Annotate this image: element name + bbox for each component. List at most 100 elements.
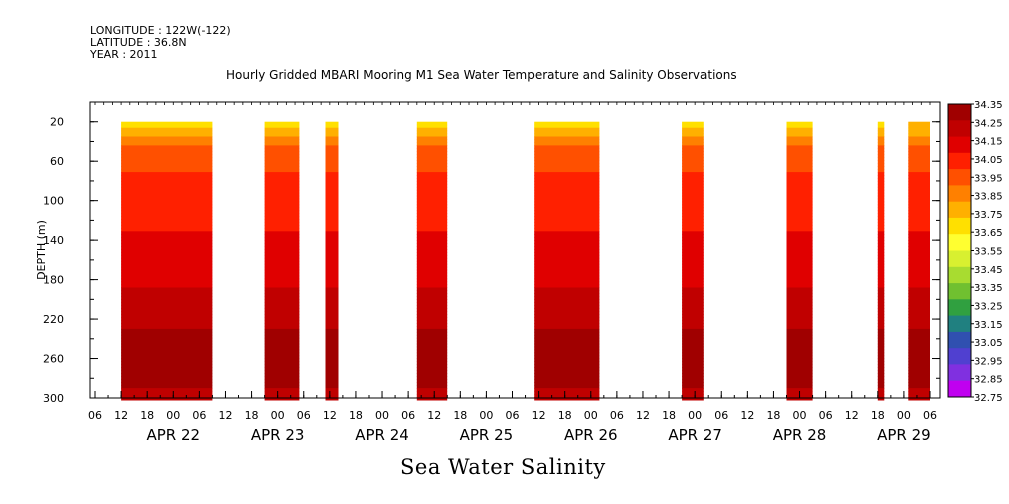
salinity-band <box>264 249 300 253</box>
salinity-band <box>325 269 339 274</box>
salinity-band <box>264 284 300 288</box>
salinity-band <box>325 148 339 152</box>
salinity-band <box>908 216 930 220</box>
salinity-band <box>682 210 704 214</box>
salinity-band <box>877 284 885 288</box>
salinity-band <box>121 263 213 268</box>
salinity-band <box>877 219 885 223</box>
salinity-band <box>786 195 813 200</box>
salinity-band <box>877 349 885 354</box>
salinity-band <box>121 201 213 206</box>
salinity-band <box>264 183 300 188</box>
salinity-band <box>264 314 300 318</box>
salinity-band <box>534 237 600 241</box>
salinity-band <box>534 290 600 294</box>
salinity-band <box>908 334 930 339</box>
salinity-band <box>682 243 704 247</box>
salinity-band <box>786 257 813 262</box>
salinity-band <box>682 231 704 235</box>
x-date-label: APR 23 <box>251 426 305 444</box>
salinity-band <box>264 379 300 383</box>
salinity-band <box>877 323 885 327</box>
salinity-band <box>786 361 813 365</box>
x-tick-label: 06 <box>714 409 728 422</box>
salinity-band <box>264 139 300 143</box>
salinity-band <box>534 136 600 140</box>
salinity-band <box>416 219 448 223</box>
salinity-band <box>786 331 813 336</box>
salinity-band <box>325 160 339 164</box>
salinity-band <box>264 169 300 173</box>
salinity-band <box>682 246 704 250</box>
salinity-band <box>682 397 704 401</box>
salinity-band <box>534 186 600 191</box>
salinity-band <box>786 151 813 155</box>
salinity-band <box>682 349 704 354</box>
salinity-band <box>416 257 448 262</box>
salinity-band <box>416 358 448 362</box>
salinity-band <box>682 334 704 339</box>
x-tick-label: 06 <box>923 409 937 422</box>
salinity-band <box>121 364 213 368</box>
salinity-band <box>682 252 704 256</box>
salinity-band <box>786 340 813 345</box>
salinity-band <box>786 337 813 342</box>
salinity-band <box>416 204 448 209</box>
salinity-band <box>534 252 600 256</box>
salinity-band <box>682 364 704 368</box>
salinity-band <box>682 249 704 253</box>
salinity-band <box>416 317 448 321</box>
salinity-band <box>908 136 930 140</box>
salinity-band <box>682 370 704 374</box>
salinity-band <box>877 157 885 161</box>
salinity-band <box>121 266 213 271</box>
x-tick-label: 18 <box>245 409 259 422</box>
x-tick-label: 12 <box>218 409 232 422</box>
salinity-band <box>121 249 213 253</box>
salinity-band <box>534 382 600 386</box>
salinity-band <box>325 163 339 167</box>
salinity-band <box>325 340 339 345</box>
salinity-band <box>121 234 213 238</box>
salinity-band <box>325 254 339 259</box>
salinity-band <box>534 364 600 368</box>
salinity-band <box>416 133 448 138</box>
x-date-label: APR 25 <box>460 426 514 444</box>
salinity-band <box>682 163 704 167</box>
salinity-band <box>325 127 339 132</box>
salinity-band <box>121 139 213 143</box>
salinity-band <box>682 175 704 179</box>
salinity-band <box>877 169 885 173</box>
salinity-band <box>877 364 885 368</box>
salinity-band <box>416 237 448 241</box>
salinity-band <box>682 379 704 383</box>
salinity-band <box>325 178 339 182</box>
salinity-band <box>264 231 300 235</box>
salinity-band <box>786 246 813 250</box>
salinity-band <box>416 148 448 152</box>
salinity-band <box>264 355 300 360</box>
salinity-band <box>682 166 704 170</box>
salinity-band <box>908 252 930 256</box>
salinity-band <box>264 388 300 392</box>
salinity-band <box>682 183 704 188</box>
salinity-band <box>121 166 213 170</box>
salinity-band <box>325 337 339 342</box>
salinity-band <box>682 388 704 392</box>
salinity-band <box>534 311 600 315</box>
salinity-band <box>416 352 448 357</box>
salinity-band <box>877 337 885 342</box>
salinity-band <box>908 302 930 306</box>
salinity-band <box>786 189 813 194</box>
salinity-band <box>416 175 448 179</box>
salinity-band <box>534 317 600 321</box>
salinity-band <box>534 346 600 351</box>
salinity-band <box>908 293 930 297</box>
salinity-band <box>908 269 930 274</box>
x-date-label: APR 24 <box>355 426 409 444</box>
salinity-band <box>534 391 600 395</box>
salinity-band <box>325 328 339 333</box>
salinity-band <box>416 207 448 212</box>
salinity-band <box>416 340 448 345</box>
salinity-band <box>682 240 704 244</box>
